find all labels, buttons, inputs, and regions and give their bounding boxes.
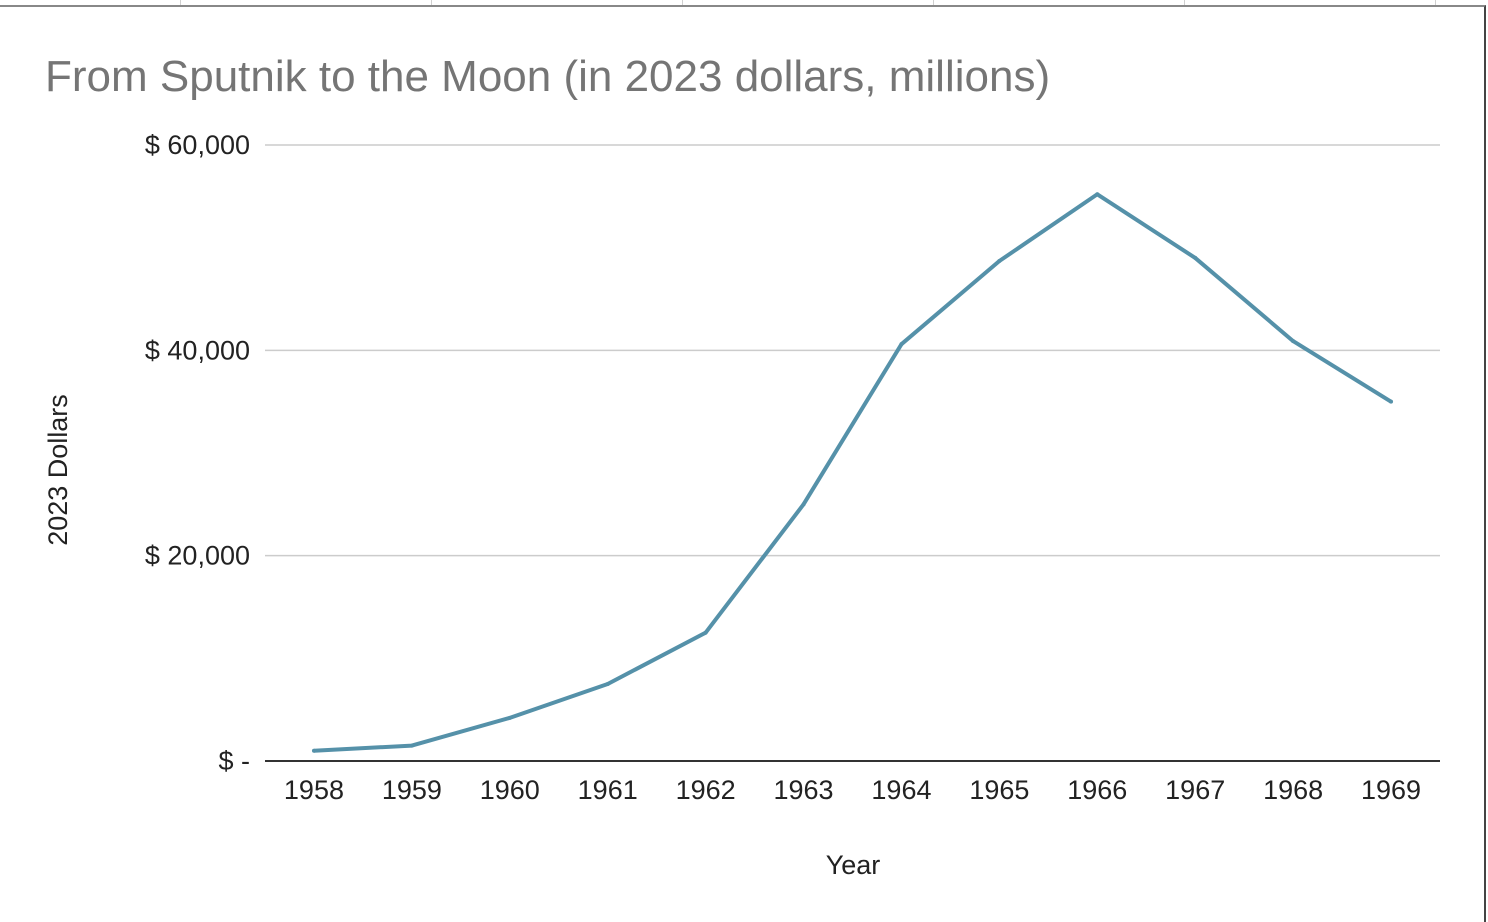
x-tick-label: 1967 [1165,775,1225,805]
data-point [997,259,1002,264]
y-tick-label: $ 60,000 [145,130,250,160]
data-point [409,743,414,748]
sheet-cell [683,0,934,5]
data-point [1389,399,1394,404]
series-line [313,192,1393,753]
x-tick-label: 1960 [480,775,540,805]
sheet-cell [181,0,432,5]
x-tick-label: 1959 [382,775,442,805]
x-tick-label: 1958 [284,775,344,805]
data-point [1095,192,1100,197]
data-point [899,342,904,347]
x-tick-label: 1961 [578,775,638,805]
data-point [1193,255,1198,260]
x-tick-label: 1964 [871,775,931,805]
x-tick-label: 1968 [1263,775,1323,805]
x-tick-label: 1963 [774,775,834,805]
sheet-cell [432,0,683,5]
x-tick-label: 1969 [1361,775,1421,805]
sheet-cell [934,0,1185,5]
y-tick-label: $ 40,000 [145,335,250,365]
x-tick-label: 1966 [1067,775,1127,805]
chart-container[interactable] [0,5,1486,922]
y-tick-label: $ - [218,746,250,776]
x-axis-label: Year [826,850,881,880]
sheet-cell [1185,0,1436,5]
y-tick-label: $ 20,000 [145,541,250,571]
data-point [311,748,316,753]
x-tick-label: 1965 [969,775,1029,805]
x-tick-label: 1962 [676,775,736,805]
data-point [801,502,806,507]
sheet-cell [0,0,181,5]
data-point [703,630,708,635]
spreadsheet-row-fragment [0,0,1488,5]
chart-title: From Sputnik to the Moon (in 2023 dollar… [45,52,1050,101]
data-point [605,682,610,686]
y-axis-label: 2023 Dollars [43,394,73,546]
data-point [507,715,512,720]
data-point [1291,339,1296,344]
